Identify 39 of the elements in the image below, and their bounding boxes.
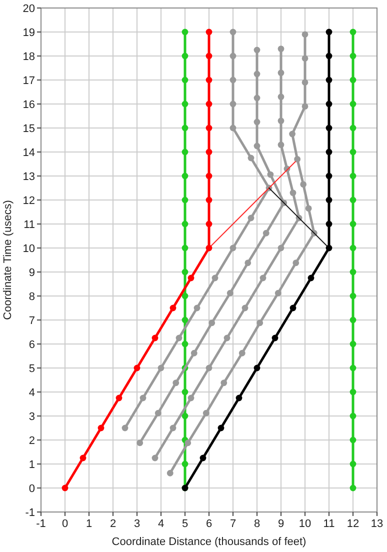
x-tick-label: 11	[323, 518, 335, 530]
y-tick-label: 11	[24, 219, 35, 231]
x-tick-label: 13	[370, 518, 384, 530]
x-tick-label: 4	[158, 518, 164, 530]
y-tick-label: 15	[22, 123, 35, 135]
x-tick-label: 8	[254, 518, 260, 530]
x-tick-label: 0	[62, 518, 68, 530]
y-tick-label: 7	[28, 315, 35, 327]
y-tick-label: 4	[28, 387, 35, 399]
x-tick-label: 9	[278, 518, 284, 530]
y-tick-label: 13	[22, 171, 35, 183]
y-tick-label: 8	[28, 291, 35, 303]
y-tick-label: -1	[25, 507, 35, 519]
x-tick-label: 7	[230, 518, 236, 530]
y-tick-label: 5	[28, 363, 35, 375]
y-axis-title: Coordinate Time (usecs)	[2, 200, 14, 320]
x-tick-label: 5	[182, 518, 188, 530]
y-tick-label: 18	[22, 51, 35, 63]
x-tick-label: -1	[36, 518, 46, 530]
x-tick-label: 1	[86, 518, 92, 530]
x-tick-label: 12	[346, 518, 360, 530]
x-axis-title: Coordinate Distance (thousands of feet)	[112, 536, 306, 548]
x-tick-label: 2	[110, 518, 116, 530]
y-tick-label: 16	[22, 99, 35, 111]
y-tick-label: 6	[28, 339, 35, 351]
x-tick-label: 6	[206, 518, 212, 530]
y-tick-label: 3	[28, 411, 35, 423]
y-tick-label: 14	[22, 147, 35, 159]
x-tick-label: 10	[298, 518, 312, 530]
y-tick-label: 2	[28, 435, 35, 447]
y-tick-label: 10	[22, 243, 35, 255]
y-tick-label: 12	[22, 195, 35, 207]
y-tick-label: 9	[28, 267, 35, 279]
y-tick-label: 0	[28, 483, 35, 495]
y-tick-label: 17	[22, 75, 35, 87]
y-tick-label: 20	[22, 3, 35, 15]
y-tick-label: 1	[28, 459, 35, 471]
y-tick-label: 19	[22, 27, 35, 39]
x-tick-label: 3	[134, 518, 140, 530]
